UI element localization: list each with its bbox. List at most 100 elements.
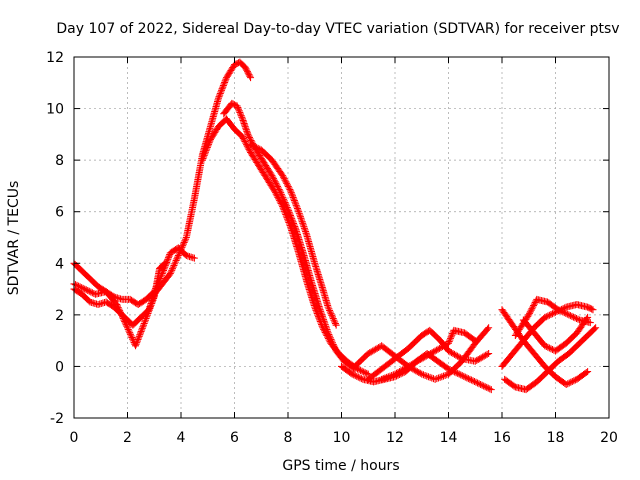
data-point: [542, 343, 550, 351]
data-point: [427, 350, 435, 358]
data-point: [482, 351, 490, 359]
data-point: [279, 194, 287, 202]
data-point: [275, 186, 283, 194]
data-point: [287, 189, 295, 197]
data-point: [583, 315, 591, 323]
data-point: [415, 368, 423, 376]
data-point: [283, 181, 291, 189]
data-point: [592, 324, 600, 332]
data-point: [419, 354, 427, 362]
data-point: [82, 286, 90, 294]
series-track-c: [70, 259, 169, 350]
data-point: [291, 198, 299, 206]
data-point: [218, 85, 226, 93]
data-point: [358, 367, 366, 375]
data-point: [483, 350, 491, 358]
data-point: [295, 208, 303, 216]
data-point: [588, 305, 596, 313]
data-point: [149, 296, 157, 304]
data-point: [477, 354, 485, 362]
data-point: [179, 242, 187, 250]
data-point: [235, 105, 243, 113]
data-point: [236, 108, 244, 116]
data-point: [409, 360, 417, 368]
data-point: [120, 316, 128, 324]
data-point: [279, 172, 287, 180]
data-point: [479, 353, 487, 361]
data-point: [245, 132, 253, 140]
data-point: [203, 145, 211, 153]
data-point: [563, 310, 571, 318]
data-point: [471, 337, 479, 345]
data-point: [246, 147, 254, 155]
data-point: [331, 320, 339, 328]
data-point: [276, 187, 284, 195]
data-point: [283, 202, 291, 210]
data-point: [472, 378, 480, 386]
grid: [74, 57, 609, 418]
data-point: [484, 384, 492, 392]
data-point: [292, 201, 300, 209]
data-point: [277, 190, 285, 198]
series-track-b: [70, 244, 198, 309]
data-point: [525, 311, 533, 319]
data-point: [179, 240, 187, 248]
data-point: [165, 252, 173, 260]
data-point: [373, 344, 381, 352]
data-point: [287, 187, 295, 195]
data-point: [356, 374, 364, 382]
data-point: [114, 302, 122, 310]
data-point: [222, 75, 230, 83]
data-point: [416, 369, 424, 377]
data-point: [119, 314, 127, 322]
data-point: [410, 359, 418, 367]
data-point: [75, 282, 83, 290]
data-point: [471, 357, 479, 365]
data-point: [557, 307, 565, 315]
data-point: [483, 383, 491, 391]
data-point: [318, 312, 326, 320]
data-point: [244, 130, 252, 138]
data-point: [469, 377, 477, 385]
data-point: [571, 314, 579, 322]
data-point: [239, 134, 247, 142]
data-point: [321, 319, 329, 327]
data-point: [406, 362, 414, 370]
data-point: [367, 348, 375, 356]
data-point: [282, 178, 290, 186]
data-point: [438, 373, 446, 381]
data-point: [281, 176, 289, 184]
data-point: [87, 288, 95, 296]
data-point: [442, 341, 450, 349]
data-point: [126, 329, 134, 337]
data-point: [168, 265, 176, 273]
data-point: [280, 175, 288, 183]
data-point: [391, 370, 399, 378]
data-point: [238, 113, 246, 121]
data-point: [166, 270, 174, 278]
data-point: [446, 336, 454, 344]
data-point: [331, 344, 339, 352]
data-point: [364, 350, 372, 358]
data-point: [323, 326, 331, 334]
data-point: [121, 318, 129, 326]
data-point: [436, 373, 444, 381]
data-point: [394, 368, 402, 376]
data-point: [140, 320, 148, 328]
data-point: [299, 221, 307, 229]
data-point: [312, 306, 320, 314]
data-point: [460, 372, 468, 380]
data-point: [273, 181, 281, 189]
data-point: [161, 259, 169, 267]
data-point: [173, 255, 181, 263]
data-point: [233, 102, 241, 110]
data-point: [586, 319, 594, 327]
data-point: [200, 153, 208, 161]
data-point: [446, 348, 454, 356]
data-point: [293, 205, 301, 213]
data-point: [292, 200, 300, 208]
data-point: [146, 303, 154, 311]
data-point: [128, 334, 136, 342]
data-point: [485, 350, 493, 358]
data-point: [280, 195, 288, 203]
